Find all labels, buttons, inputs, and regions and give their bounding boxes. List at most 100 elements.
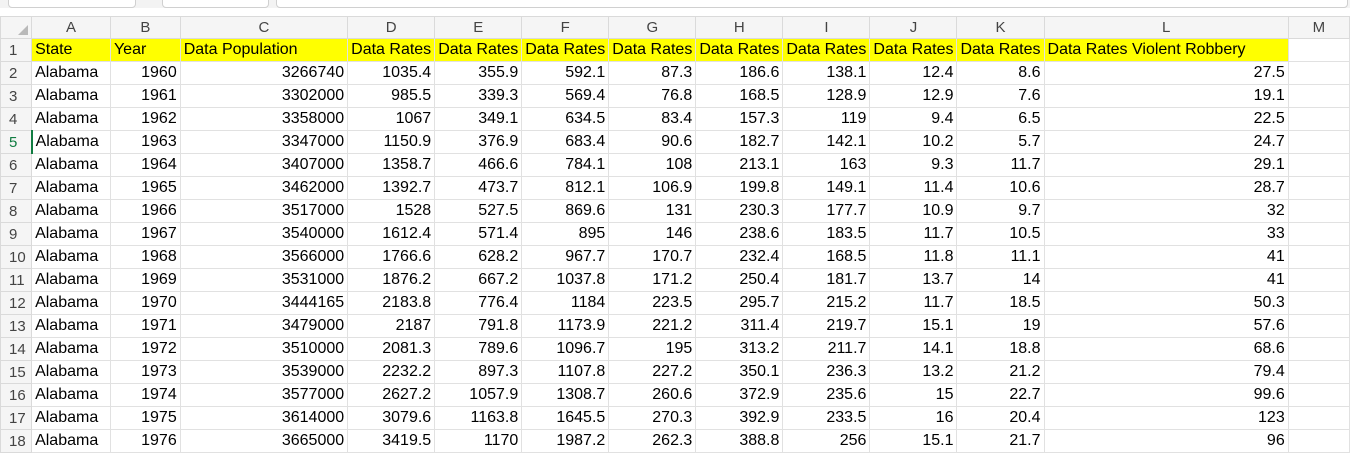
data-cell[interactable]: 812.1 [521,176,610,200]
data-cell[interactable]: 1057.9 [434,383,523,407]
data-cell[interactable]: Alabama [31,360,111,384]
data-cell[interactable]: 10.6 [956,176,1045,200]
data-cell[interactable]: 11.7 [869,291,958,315]
data-cell[interactable]: 33 [1043,222,1289,246]
data-cell[interactable]: 1107.8 [521,360,610,384]
formula-bar[interactable] [276,0,1348,8]
data-cell[interactable]: 349.1 [434,107,523,131]
data-cell[interactable]: 32 [1043,199,1289,223]
data-cell[interactable]: 569.4 [521,84,610,108]
data-cell[interactable]: 11.1 [956,245,1045,269]
data-cell[interactable]: 21.2 [956,360,1045,384]
row-number[interactable]: 11 [0,268,33,292]
data-cell[interactable]: 170.7 [608,245,697,269]
data-cell[interactable]: 215.2 [782,291,871,315]
data-cell[interactable]: 14 [956,268,1045,292]
data-cell[interactable]: 1096.7 [521,337,610,361]
select-all-corner[interactable] [0,16,33,39]
header-cell[interactable]: Data Rates [608,38,697,62]
data-cell[interactable]: 339.3 [434,84,523,108]
data-cell[interactable]: Alabama [31,337,111,361]
data-cell[interactable]: 213.1 [695,153,784,177]
data-cell[interactable]: 13.2 [869,360,958,384]
data-cell[interactable]: 2081.3 [347,337,436,361]
header-cell[interactable]: Year [109,38,181,62]
data-cell[interactable]: 895 [521,222,610,246]
data-cell[interactable]: 6.5 [956,107,1045,131]
data-cell[interactable]: 238.6 [695,222,784,246]
data-cell[interactable]: 1163.8 [434,406,523,430]
data-cell[interactable]: Alabama [31,429,111,453]
row-number[interactable]: 14 [0,337,33,361]
data-cell[interactable]: 186.6 [695,61,784,85]
data-cell[interactable]: 128.9 [782,84,871,108]
data-cell[interactable]: 3266740 [179,61,349,85]
empty-cell[interactable] [1287,383,1350,407]
data-cell[interactable]: 1987.2 [521,429,610,453]
header-cell[interactable]: Data Rates [782,38,871,62]
row-number[interactable]: 18 [0,429,33,453]
data-cell[interactable]: 388.8 [695,429,784,453]
data-cell[interactable]: 19.1 [1043,84,1289,108]
data-cell[interactable]: 1975 [109,406,181,430]
data-cell[interactable]: 1967 [109,222,181,246]
data-cell[interactable]: 897.3 [434,360,523,384]
data-cell[interactable]: 24.7 [1043,130,1289,154]
data-cell[interactable]: 1612.4 [347,222,436,246]
column-header[interactable]: H [695,16,784,39]
data-cell[interactable]: 236.3 [782,360,871,384]
data-cell[interactable]: 789.6 [434,337,523,361]
data-cell[interactable]: 791.8 [434,314,523,338]
data-cell[interactable]: 1974 [109,383,181,407]
data-cell[interactable]: 16 [869,406,958,430]
data-cell[interactable]: 142.1 [782,130,871,154]
data-cell[interactable]: 28.7 [1043,176,1289,200]
column-header[interactable]: G [608,16,697,39]
data-cell[interactable]: 199.8 [695,176,784,200]
data-cell[interactable]: 9.3 [869,153,958,177]
data-cell[interactable]: 1184 [521,291,610,315]
data-cell[interactable]: 195 [608,337,697,361]
data-cell[interactable]: Alabama [31,383,111,407]
data-cell[interactable]: Alabama [31,222,111,246]
data-cell[interactable]: 168.5 [782,245,871,269]
data-cell[interactable]: 2232.2 [347,360,436,384]
row-number[interactable]: 9 [0,222,33,246]
data-cell[interactable]: 19 [956,314,1045,338]
data-cell[interactable]: 3510000 [179,337,349,361]
data-cell[interactable]: 10.5 [956,222,1045,246]
data-cell[interactable]: 87.3 [608,61,697,85]
data-cell[interactable]: 3517000 [179,199,349,223]
column-header[interactable]: A [31,16,111,39]
data-cell[interactable]: 3444165 [179,291,349,315]
data-cell[interactable]: 1150.9 [347,130,436,154]
data-cell[interactable]: 146 [608,222,697,246]
data-cell[interactable]: 182.7 [695,130,784,154]
empty-cell[interactable] [1287,337,1350,361]
data-cell[interactable]: 183.5 [782,222,871,246]
data-cell[interactable]: 3540000 [179,222,349,246]
data-cell[interactable]: Alabama [31,84,111,108]
header-cell[interactable]: Data Rates [695,38,784,62]
data-cell[interactable]: 3462000 [179,176,349,200]
data-cell[interactable]: 11.8 [869,245,958,269]
data-cell[interactable]: 256 [782,429,871,453]
data-cell[interactable]: 1766.6 [347,245,436,269]
column-header[interactable]: F [521,16,610,39]
data-cell[interactable]: 1960 [109,61,181,85]
header-cell[interactable]: Data Rates [869,38,958,62]
empty-cell[interactable] [1287,84,1350,108]
data-cell[interactable]: 985.5 [347,84,436,108]
data-cell[interactable]: 527.5 [434,199,523,223]
row-number[interactable]: 2 [0,61,33,85]
column-header[interactable]: L [1043,16,1289,39]
data-cell[interactable]: 1972 [109,337,181,361]
data-cell[interactable]: 634.5 [521,107,610,131]
data-cell[interactable]: 1876.2 [347,268,436,292]
empty-cell[interactable] [1287,268,1350,292]
data-cell[interactable]: 29.1 [1043,153,1289,177]
header-cell[interactable]: Data Rates [434,38,523,62]
data-cell[interactable]: 2627.2 [347,383,436,407]
data-cell[interactable]: Alabama [31,268,111,292]
column-header[interactable]: M [1287,16,1350,39]
